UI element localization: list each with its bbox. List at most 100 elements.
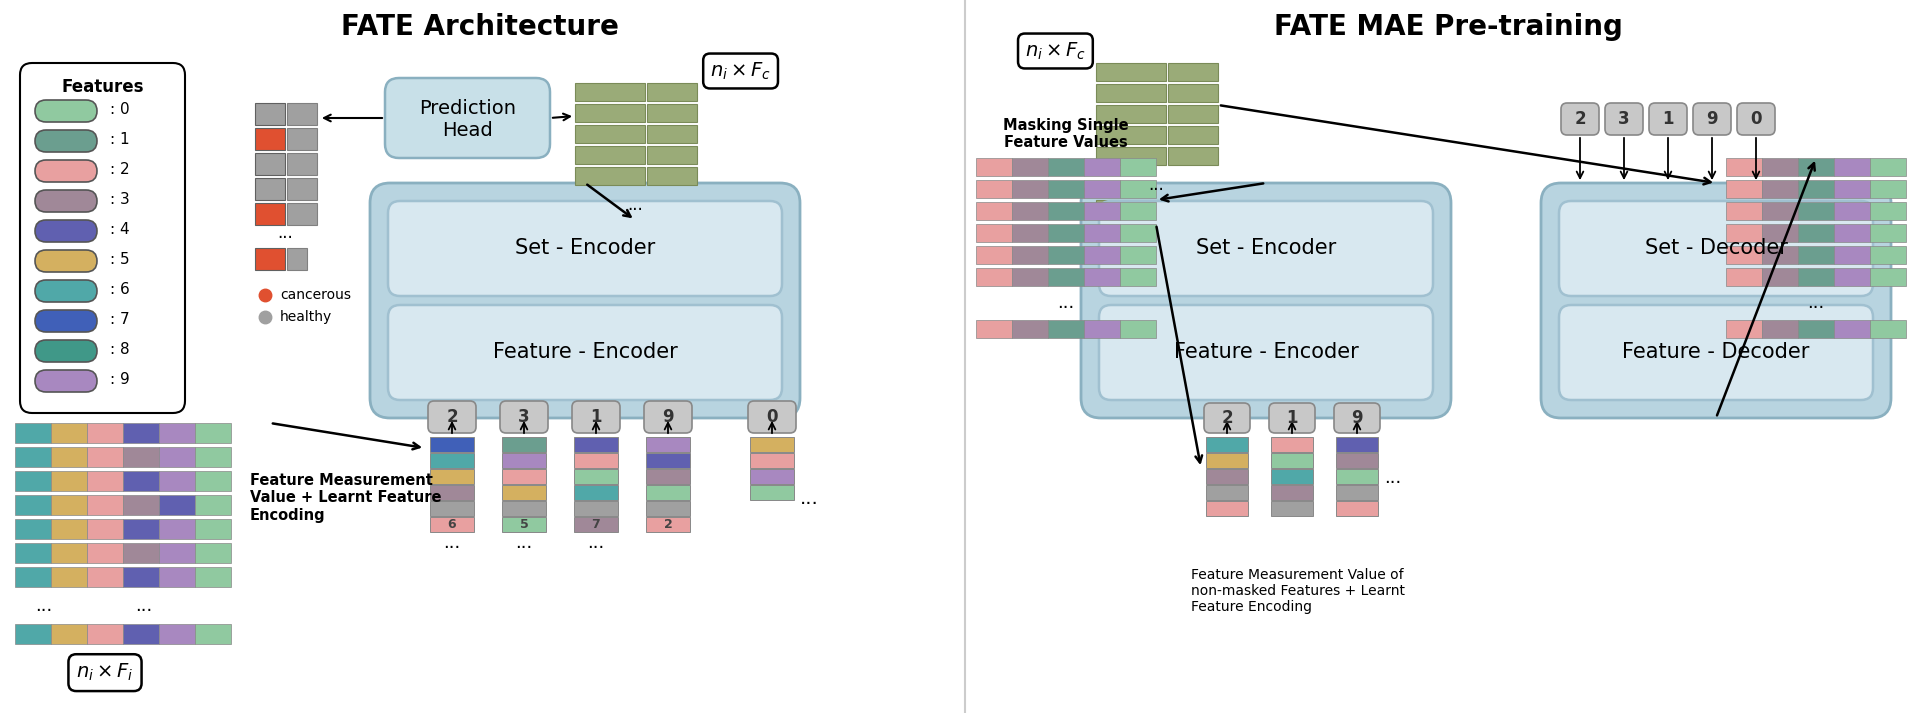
Text: : 2: : 2 [110, 163, 129, 178]
Bar [158, 567, 195, 587]
Bar [1206, 437, 1247, 452]
Bar [1834, 268, 1868, 286]
Bar [15, 543, 50, 563]
Bar [87, 567, 124, 587]
Bar [124, 567, 158, 587]
Bar [575, 167, 645, 185]
Bar [1168, 84, 1218, 102]
FancyBboxPatch shape [1098, 305, 1432, 400]
Bar [430, 437, 473, 452]
Bar [573, 501, 618, 516]
Bar [1868, 246, 1905, 264]
Bar [1270, 453, 1312, 468]
Text: 3: 3 [1617, 110, 1629, 128]
Text: 2: 2 [664, 518, 672, 530]
Bar [1206, 469, 1247, 484]
Bar [1797, 224, 1834, 242]
Bar [975, 158, 1011, 176]
Bar [575, 146, 645, 164]
FancyBboxPatch shape [645, 401, 691, 433]
Bar [1834, 202, 1868, 220]
Text: : 5: : 5 [110, 252, 129, 267]
Bar [1096, 200, 1166, 218]
Bar [124, 447, 158, 467]
Bar [87, 495, 124, 515]
Bar [1336, 469, 1378, 484]
Bar [1834, 246, 1868, 264]
FancyBboxPatch shape [500, 401, 548, 433]
Bar [1834, 180, 1868, 198]
Text: ...: ... [1806, 294, 1824, 312]
Text: : 3: : 3 [110, 193, 129, 207]
Text: Feature - Encoder: Feature - Encoder [1173, 342, 1357, 362]
Bar [1011, 224, 1048, 242]
FancyBboxPatch shape [388, 201, 782, 296]
Text: Prediction: Prediction [419, 98, 515, 118]
Text: : 0: : 0 [110, 103, 129, 118]
Bar [1760, 202, 1797, 220]
Bar [15, 471, 50, 491]
Bar [1096, 105, 1166, 123]
Bar [1083, 246, 1119, 264]
Bar [647, 453, 689, 468]
Bar [1206, 453, 1247, 468]
Bar [1868, 158, 1905, 176]
Bar [50, 471, 87, 491]
Bar [975, 268, 1011, 286]
Bar [1096, 147, 1166, 165]
FancyBboxPatch shape [1204, 403, 1249, 433]
Text: $n_i \times F_c$: $n_i \times F_c$ [710, 61, 770, 82]
Bar [1336, 437, 1378, 452]
Text: 0: 0 [1749, 110, 1760, 128]
FancyBboxPatch shape [1693, 103, 1729, 135]
Text: 5: 5 [519, 518, 529, 530]
Bar [1868, 268, 1905, 286]
Bar [975, 180, 1011, 198]
Bar [1336, 501, 1378, 516]
Bar [1797, 320, 1834, 338]
FancyBboxPatch shape [1648, 103, 1687, 135]
Text: : 6: : 6 [110, 282, 129, 297]
Bar [158, 423, 195, 443]
Text: 1: 1 [591, 408, 602, 426]
Bar [195, 624, 232, 644]
Bar [1760, 268, 1797, 286]
FancyBboxPatch shape [35, 250, 96, 272]
Text: ...: ... [1058, 294, 1075, 312]
Bar [573, 469, 618, 484]
Bar [502, 437, 546, 452]
Bar [255, 128, 286, 150]
Bar [647, 220, 697, 238]
Bar [1168, 147, 1218, 165]
Bar [1834, 224, 1868, 242]
Bar [575, 104, 645, 122]
Bar [87, 471, 124, 491]
Bar [1048, 320, 1083, 338]
Text: Feature Measurement
Value + Learnt Feature
Encoding: Feature Measurement Value + Learnt Featu… [249, 473, 442, 523]
Bar [87, 519, 124, 539]
FancyBboxPatch shape [1558, 201, 1872, 296]
Bar [1797, 202, 1834, 220]
Bar [1119, 158, 1156, 176]
Bar [1168, 200, 1218, 218]
FancyBboxPatch shape [384, 78, 550, 158]
Bar [255, 203, 286, 225]
Bar [749, 469, 793, 484]
Text: 9: 9 [1706, 110, 1718, 128]
Bar [15, 624, 50, 644]
FancyBboxPatch shape [747, 401, 795, 433]
Bar [1760, 180, 1797, 198]
Bar [1797, 180, 1834, 198]
Bar [1168, 63, 1218, 81]
Bar [50, 423, 87, 443]
Text: Head: Head [442, 120, 492, 140]
Bar [647, 125, 697, 143]
FancyBboxPatch shape [1559, 103, 1598, 135]
Text: 2: 2 [446, 408, 457, 426]
Text: FATE MAE Pre-training: FATE MAE Pre-training [1274, 13, 1621, 41]
Bar [1119, 268, 1156, 286]
Text: ...: ... [799, 488, 818, 508]
Bar [1270, 469, 1312, 484]
Text: cancerous: cancerous [280, 288, 351, 302]
Text: healthy: healthy [280, 310, 332, 324]
